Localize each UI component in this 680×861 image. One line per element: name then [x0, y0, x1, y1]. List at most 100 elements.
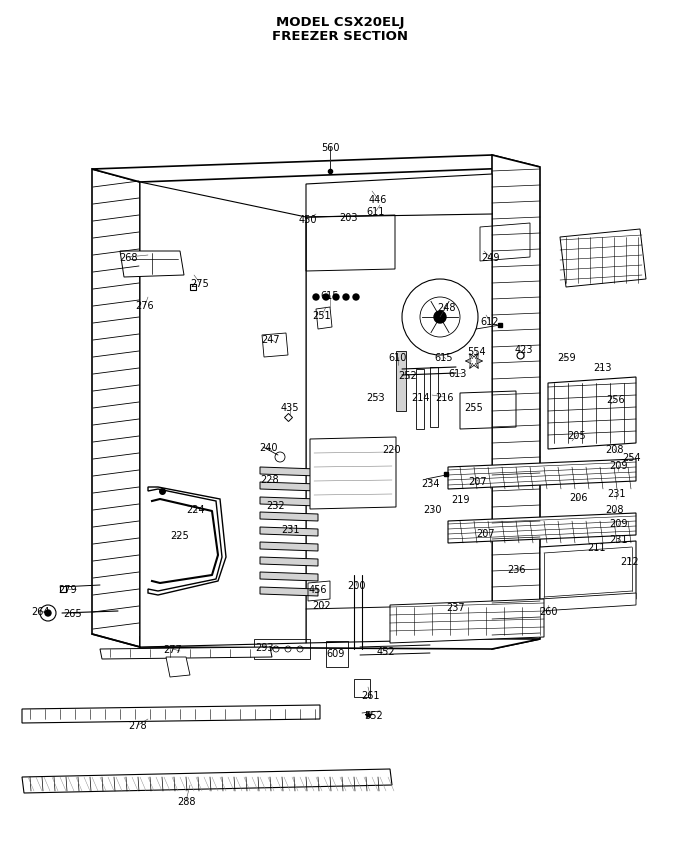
Text: 278: 278 [129, 720, 148, 730]
Text: 435: 435 [281, 403, 299, 412]
Polygon shape [260, 482, 318, 492]
Polygon shape [260, 528, 318, 536]
Circle shape [323, 294, 329, 300]
Polygon shape [260, 498, 318, 506]
Polygon shape [260, 587, 318, 597]
Text: 450: 450 [299, 214, 318, 225]
Polygon shape [140, 637, 540, 649]
Text: 251: 251 [313, 311, 331, 320]
Text: 268: 268 [119, 253, 137, 263]
Text: 256: 256 [607, 394, 626, 405]
Text: 248: 248 [437, 303, 455, 313]
Text: 232: 232 [267, 500, 286, 511]
Text: 260: 260 [539, 606, 557, 616]
Text: 224: 224 [187, 505, 205, 514]
Text: 206: 206 [568, 492, 588, 503]
Text: 615: 615 [435, 353, 454, 362]
Text: 207: 207 [469, 476, 488, 486]
Text: 208: 208 [605, 505, 624, 514]
Polygon shape [22, 705, 320, 723]
Text: 610: 610 [389, 353, 407, 362]
Polygon shape [92, 170, 140, 647]
Text: 609: 609 [327, 648, 345, 659]
Text: 452: 452 [377, 647, 395, 656]
Text: 264: 264 [31, 606, 49, 616]
Text: 255: 255 [464, 403, 483, 412]
Text: 211: 211 [587, 542, 605, 553]
Text: 220: 220 [383, 444, 401, 455]
Text: 228: 228 [260, 474, 279, 485]
Text: 288: 288 [177, 796, 195, 806]
Polygon shape [260, 573, 318, 581]
Polygon shape [92, 156, 540, 183]
Circle shape [353, 294, 359, 300]
Text: 208: 208 [605, 444, 624, 455]
Text: 277: 277 [164, 644, 182, 654]
Polygon shape [22, 769, 392, 793]
Text: 234: 234 [421, 479, 439, 488]
Text: 213: 213 [593, 362, 611, 373]
Polygon shape [448, 460, 636, 489]
Text: 214: 214 [411, 393, 429, 403]
Text: 612: 612 [481, 317, 499, 326]
Polygon shape [166, 657, 190, 678]
Circle shape [313, 294, 319, 300]
Text: 225: 225 [171, 530, 189, 541]
Polygon shape [306, 214, 492, 643]
Circle shape [434, 312, 446, 324]
Text: 205: 205 [568, 430, 586, 441]
Circle shape [343, 294, 349, 300]
Polygon shape [260, 512, 318, 522]
Polygon shape [260, 542, 318, 551]
Polygon shape [396, 351, 406, 412]
Text: 247: 247 [262, 335, 280, 344]
Polygon shape [448, 513, 636, 543]
Circle shape [333, 294, 339, 300]
Text: 240: 240 [259, 443, 277, 453]
Polygon shape [540, 542, 636, 607]
Text: 261: 261 [361, 691, 379, 700]
Text: 554: 554 [466, 347, 486, 356]
Polygon shape [260, 557, 318, 567]
Polygon shape [306, 175, 492, 218]
Text: 611: 611 [367, 207, 385, 217]
Text: 219: 219 [451, 494, 469, 505]
Text: 237: 237 [447, 603, 465, 612]
Text: MODEL CSX20ELJ: MODEL CSX20ELJ [276, 16, 404, 29]
Text: FREEZER SECTION: FREEZER SECTION [272, 30, 408, 43]
Text: 200: 200 [347, 580, 365, 591]
Text: 202: 202 [313, 600, 331, 610]
Polygon shape [548, 378, 636, 449]
Polygon shape [100, 647, 272, 660]
Text: 456: 456 [309, 585, 327, 594]
Text: 552: 552 [364, 710, 384, 720]
Text: 613: 613 [449, 369, 467, 379]
Polygon shape [140, 183, 306, 647]
Circle shape [45, 610, 51, 616]
Text: 207: 207 [477, 529, 495, 538]
Text: 615: 615 [321, 291, 339, 300]
Text: 216: 216 [435, 393, 454, 403]
Polygon shape [540, 593, 636, 611]
Text: 203: 203 [339, 213, 357, 223]
Text: 236: 236 [508, 564, 526, 574]
Polygon shape [260, 468, 318, 476]
Text: 259: 259 [558, 353, 577, 362]
Text: 253: 253 [367, 393, 386, 403]
Text: 231: 231 [607, 488, 625, 499]
Polygon shape [492, 156, 540, 649]
Text: 293: 293 [255, 642, 273, 653]
Text: 249: 249 [481, 253, 499, 263]
Text: 231: 231 [281, 524, 299, 535]
Text: 230: 230 [423, 505, 441, 514]
Text: 279: 279 [58, 585, 78, 594]
Text: 275: 275 [190, 279, 209, 288]
Polygon shape [560, 230, 646, 288]
Text: 560: 560 [321, 143, 339, 152]
Text: 212: 212 [621, 556, 639, 567]
Text: 209: 209 [609, 461, 627, 470]
Text: 231: 231 [609, 535, 627, 544]
Text: 254: 254 [623, 453, 641, 462]
Polygon shape [390, 599, 544, 643]
Text: 265: 265 [64, 608, 82, 618]
